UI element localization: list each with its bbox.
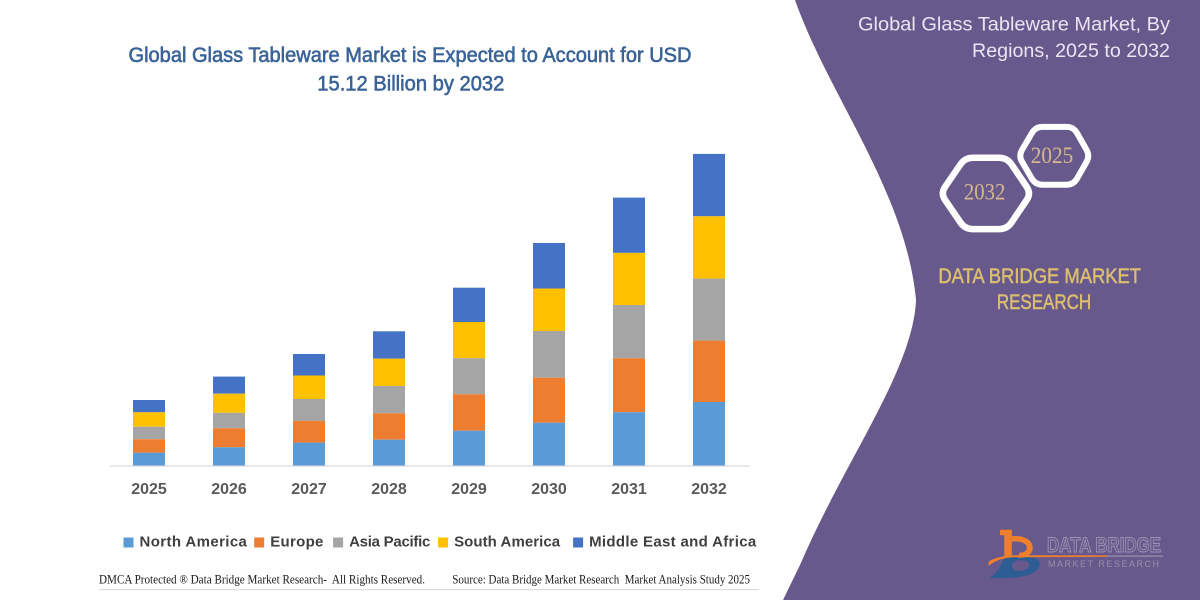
svg-text:2032: 2032	[964, 180, 1006, 205]
svg-text:DMCA Protected ® Data Bridge M: DMCA Protected ® Data Bridge Market Rese…	[99, 573, 425, 587]
svg-text:2025: 2025	[131, 481, 167, 498]
svg-text:2025: 2025	[1031, 143, 1074, 168]
svg-text:South America: South America	[454, 534, 561, 551]
svg-text:Source: Data Bridge Market Res: Source: Data Bridge Market Research Mark…	[452, 573, 750, 587]
svg-text:2030: 2030	[531, 481, 567, 498]
svg-text:Global Glass Tableware Market: Global Glass Tableware Market is Expecte…	[129, 44, 692, 67]
svg-text:15.12 Billion by 2032: 15.12 Billion by 2032	[317, 71, 504, 95]
svg-text:2027: 2027	[291, 481, 327, 498]
svg-text:North America: North America	[140, 534, 248, 551]
svg-text:2029: 2029	[451, 481, 487, 498]
svg-text:2032: 2032	[691, 481, 727, 498]
svg-text:Asia Pacific: Asia Pacific	[349, 534, 430, 551]
svg-text:2028: 2028	[371, 481, 407, 498]
svg-text:DATA BRIDGE: DATA BRIDGE	[1047, 534, 1161, 557]
svg-text:DATA BRIDGE MARKET: DATA BRIDGE MARKET	[938, 265, 1141, 288]
svg-text:Middle East and Africa: Middle East and Africa	[589, 534, 757, 551]
svg-text:RESEARCH: RESEARCH	[997, 291, 1091, 314]
svg-text:Global Glass Tableware Market,: Global Glass Tableware Market, By	[858, 14, 1170, 36]
svg-text:MARKET RESEARCH: MARKET RESEARCH	[1048, 559, 1159, 569]
svg-text:2031: 2031	[611, 481, 647, 498]
svg-text:Europe: Europe	[270, 534, 323, 551]
svg-text:2026: 2026	[211, 481, 247, 498]
svg-text:Regions, 2025 to 2032: Regions, 2025 to 2032	[972, 40, 1170, 62]
